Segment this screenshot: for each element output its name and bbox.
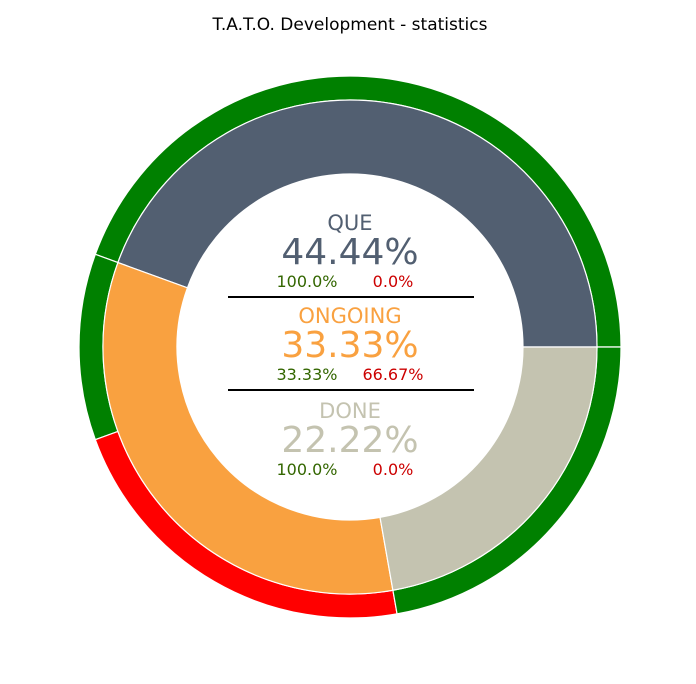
- center-label-done: DONE: [319, 399, 381, 423]
- center-sub-red-ongoing: 66.67%: [362, 365, 423, 384]
- center-sub-red-done: 0.0%: [373, 460, 414, 479]
- chart-title: T.A.T.O. Development - statistics: [212, 15, 488, 35]
- center-percent-que: 44.44%: [281, 232, 418, 273]
- center-sub-green-ongoing: 33.33%: [276, 365, 337, 384]
- center-sub-red-que: 0.0%: [373, 272, 414, 291]
- slice-ongoing: [102, 261, 394, 595]
- center-percent-ongoing: 33.33%: [281, 325, 418, 366]
- center-percent-done: 22.22%: [281, 420, 418, 461]
- center-label-ongoing: ONGOING: [298, 304, 401, 328]
- slice-done: [379, 346, 598, 591]
- inner-ring: [102, 99, 598, 595]
- center-sub-green-done: 100.0%: [276, 460, 337, 479]
- slice-que: [117, 99, 598, 348]
- center-label-que: QUE: [327, 211, 372, 235]
- center-sub-green-que: 100.0%: [276, 272, 337, 291]
